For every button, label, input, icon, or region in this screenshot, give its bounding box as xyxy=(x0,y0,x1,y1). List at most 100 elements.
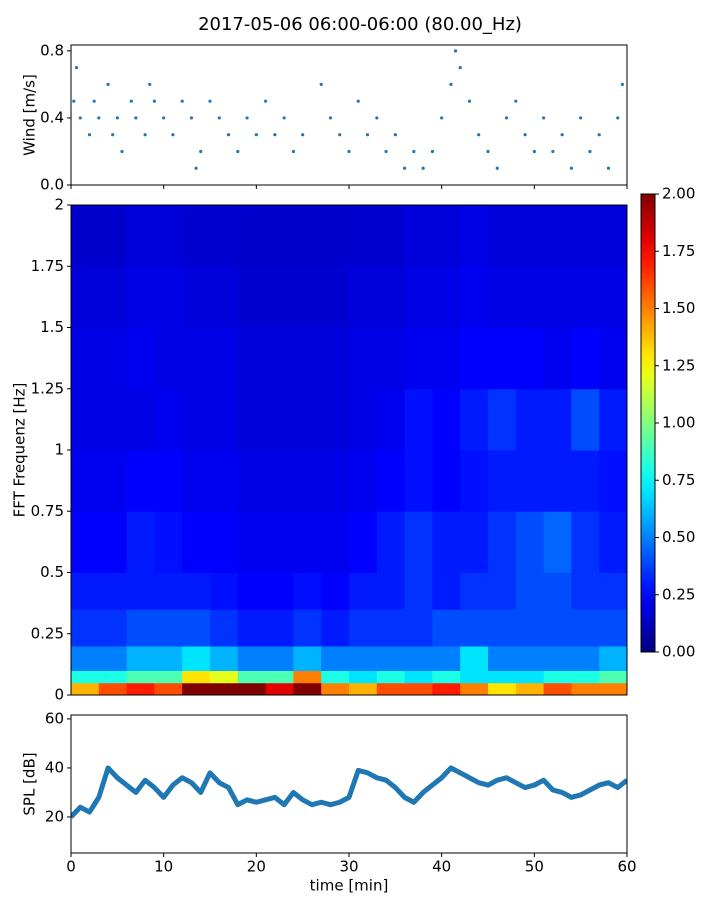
heat-cell xyxy=(349,682,378,695)
heat-cell xyxy=(293,609,322,647)
wind-point xyxy=(588,149,592,154)
wind-point xyxy=(453,49,458,53)
heat-cell xyxy=(488,205,517,267)
heat-cell xyxy=(265,511,294,573)
heat-cell xyxy=(432,388,461,451)
heat-cell xyxy=(599,205,627,267)
colorbar-tick-label: 1.00 xyxy=(662,414,695,432)
y-tick-label: 0.4 xyxy=(40,108,64,126)
heat-cell xyxy=(265,670,294,684)
heat-cell xyxy=(98,609,128,647)
heat-cell xyxy=(488,670,517,684)
wind-point xyxy=(620,82,624,87)
colorbar-tick-label: 0.50 xyxy=(662,528,695,546)
heat-cell xyxy=(71,670,100,684)
wind-point xyxy=(421,166,425,170)
heat-cell xyxy=(126,572,155,610)
heat-cell xyxy=(460,670,489,684)
heat-cell xyxy=(571,388,600,451)
heat-cell xyxy=(432,266,461,328)
heat-cell xyxy=(182,609,211,647)
heat-cell xyxy=(376,450,406,512)
wind-point xyxy=(72,99,76,103)
wind-point xyxy=(226,133,231,137)
heat-cell xyxy=(543,646,572,671)
heat-cell xyxy=(349,670,378,684)
heat-cell xyxy=(404,670,433,684)
heat-cell xyxy=(460,327,489,390)
colorbar-tick-label: 0.75 xyxy=(662,471,695,489)
colorbar-tick-label: 0.25 xyxy=(662,585,695,603)
heat-cell xyxy=(182,266,211,328)
spl-line xyxy=(71,765,627,819)
heat-cell xyxy=(432,205,461,267)
heat-cell xyxy=(210,682,239,695)
heat-cell xyxy=(460,609,489,647)
y-tick-label: 0.0 xyxy=(40,176,64,194)
heat-cell xyxy=(515,266,545,328)
heat-cell xyxy=(154,205,183,267)
heat-cell xyxy=(432,511,461,573)
wind-point xyxy=(551,149,555,154)
heat-cell xyxy=(543,266,572,328)
heat-cell xyxy=(349,646,378,671)
heat-cell xyxy=(404,511,433,573)
heat-cell xyxy=(182,572,211,610)
y-tick-label: 1.5 xyxy=(40,318,64,336)
heat-cell xyxy=(543,670,572,684)
heat-cell xyxy=(71,572,100,610)
heat-cell xyxy=(404,572,433,610)
y-tick-label: 1.25 xyxy=(31,379,64,397)
wind-point xyxy=(579,116,583,120)
heat-cell xyxy=(571,572,600,610)
heat-cell xyxy=(265,205,294,267)
heat-cell xyxy=(599,327,627,390)
heat-cell xyxy=(210,205,239,267)
heat-cell xyxy=(321,205,350,267)
x-axis-label: time [min] xyxy=(310,877,389,895)
wind-point xyxy=(87,133,92,137)
wind-point xyxy=(616,116,620,120)
heat-cell xyxy=(599,511,627,573)
plot-area xyxy=(71,205,627,695)
heat-cell xyxy=(126,646,155,671)
heat-cell xyxy=(349,609,378,647)
wind-point xyxy=(467,99,472,103)
wind-point xyxy=(301,133,305,137)
y-tick-label: 0 xyxy=(54,686,64,704)
heat-cell xyxy=(432,327,461,390)
heat-cell xyxy=(376,327,406,390)
wind-point xyxy=(449,82,453,87)
wind-point xyxy=(282,116,286,120)
heat-cell xyxy=(404,205,433,267)
heat-cell xyxy=(237,670,267,684)
heat-cell xyxy=(182,450,211,512)
heat-cell xyxy=(293,670,322,684)
heat-cell xyxy=(488,572,517,610)
heat-cell xyxy=(98,327,128,390)
heat-cell xyxy=(154,450,183,512)
heat-cell xyxy=(293,266,322,328)
heat-cell xyxy=(321,572,350,610)
y-axis-label: Wind [m/s] xyxy=(21,74,39,156)
heat-cell xyxy=(349,572,378,610)
heat-cell xyxy=(71,266,100,328)
colorbar-tick-label: 2.00 xyxy=(662,185,695,203)
heat-cell xyxy=(404,609,433,647)
heat-cell xyxy=(571,670,600,684)
heat-cell xyxy=(543,327,572,390)
heat-cell xyxy=(154,327,183,390)
wind-point xyxy=(347,149,351,154)
heat-cell xyxy=(265,572,294,610)
panel: 20 40 60 0 10 20 30 40 50 60 SPL [dB] time [min] xyxy=(21,709,637,894)
heat-cell xyxy=(293,327,322,390)
heat-cell xyxy=(460,511,489,573)
heat-cell xyxy=(321,511,350,573)
heat-cell xyxy=(404,646,433,671)
heat-cell xyxy=(515,670,545,684)
heat-cell xyxy=(571,682,600,695)
heat-cell xyxy=(599,266,627,328)
y-tick-label: 0.25 xyxy=(31,624,64,642)
heat-cell xyxy=(237,266,267,328)
x-tick-label: 40 xyxy=(432,858,451,876)
